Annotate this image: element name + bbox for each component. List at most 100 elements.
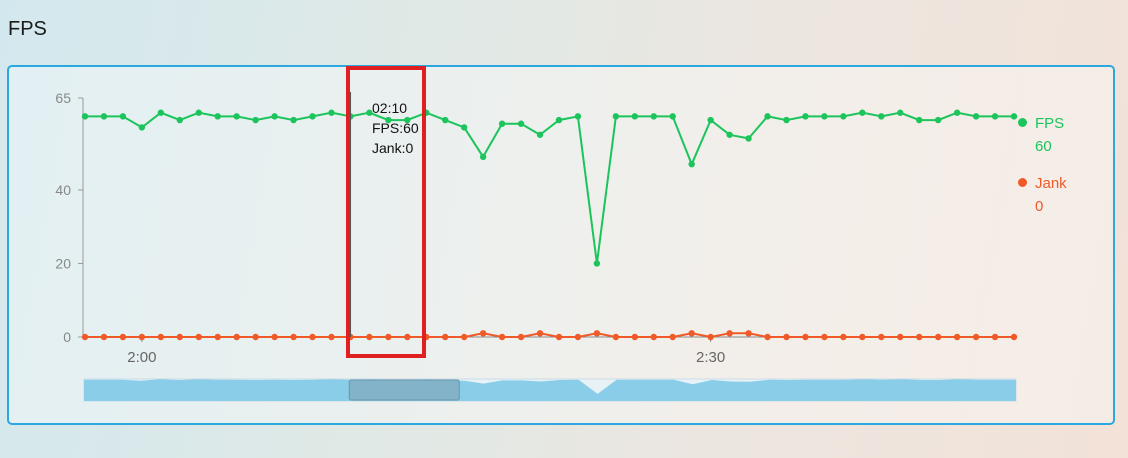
point-jank: [593, 330, 601, 337]
point-fps: [593, 260, 601, 267]
legend-label-jank: Jank: [1035, 175, 1067, 192]
point-jank: [650, 333, 657, 341]
point-jank: [878, 333, 885, 341]
point-fps: [176, 116, 183, 124]
series-jank: [81, 330, 1018, 341]
point-fps: [328, 109, 335, 116]
point-jank: [100, 333, 108, 341]
y-tick-label: 0: [63, 329, 71, 345]
point-jank: [745, 330, 752, 337]
point-jank: [821, 333, 828, 341]
point-fps: [157, 109, 165, 116]
point-jank: [138, 333, 146, 341]
point-jank: [555, 333, 563, 341]
point-jank: [783, 333, 790, 341]
point-jank: [934, 333, 942, 341]
point-jank: [840, 333, 847, 341]
point-fps: [460, 124, 468, 131]
point-fps: [309, 113, 316, 120]
point-fps: [726, 131, 733, 138]
point-jank: [631, 333, 639, 341]
point-jank: [81, 333, 89, 341]
point-fps: [897, 109, 904, 116]
point-fps: [271, 113, 278, 120]
point-fps: [498, 120, 506, 127]
point-fps: [233, 113, 240, 120]
point-fps: [81, 113, 89, 120]
point-fps: [195, 109, 202, 116]
point-jank: [707, 333, 714, 341]
point-fps: [252, 116, 259, 124]
point-fps: [385, 116, 392, 124]
point-jank: [214, 333, 221, 341]
point-jank: [688, 330, 695, 337]
point-jank: [309, 333, 316, 341]
point-fps: [517, 120, 525, 127]
point-fps: [631, 113, 639, 120]
point-fps: [138, 124, 146, 131]
point-jank: [916, 333, 923, 341]
y-tick-label: 40: [55, 182, 71, 198]
point-jank: [328, 333, 335, 341]
highlight-box: [346, 66, 426, 358]
y-tick-label: 65: [55, 90, 71, 106]
point-fps: [100, 113, 108, 120]
point-jank: [972, 333, 980, 341]
chart-panel: [7, 65, 1115, 425]
legend-label-fps: FPS: [1035, 115, 1065, 132]
legend-item-jank[interactable]: Jank 0: [1018, 172, 1067, 218]
point-fps: [953, 109, 961, 116]
point-jank: [991, 333, 999, 341]
point-jank: [479, 330, 487, 337]
legend-item-fps[interactable]: FPS 60: [1018, 112, 1064, 158]
tooltip-fps: FPS:60: [372, 120, 419, 136]
point-jank: [176, 333, 183, 341]
zoom-slider: [83, 378, 1017, 402]
page-title: FPS: [8, 18, 47, 40]
point-fps: [1010, 113, 1018, 120]
point-jank: [366, 333, 373, 341]
point-fps: [404, 116, 411, 124]
point-jank: [252, 333, 259, 341]
point-jank: [859, 333, 866, 341]
point-jank: [517, 333, 525, 341]
point-fps: [707, 116, 714, 124]
point-jank: [802, 333, 809, 341]
point-jank: [157, 333, 165, 341]
x-tick-label: 2:30: [696, 349, 725, 366]
point-jank: [385, 333, 392, 341]
point-jank: [726, 330, 733, 337]
point-fps: [764, 113, 771, 120]
point-jank: [404, 333, 411, 341]
point-jank: [460, 333, 468, 341]
point-jank: [574, 333, 582, 341]
tooltip: 02:10 FPS:60 Jank:0: [372, 98, 419, 158]
legend-value-jank: 0: [1035, 198, 1044, 215]
point-jank: [669, 333, 676, 341]
legend-value-fps: 60: [1035, 138, 1052, 155]
point-jank: [1010, 333, 1018, 341]
point-fps: [991, 113, 999, 120]
point-fps: [840, 113, 847, 120]
point-fps: [669, 113, 676, 120]
point-fps: [479, 153, 487, 161]
point-fps: [119, 113, 127, 120]
point-fps: [366, 109, 373, 116]
point-fps: [442, 116, 449, 124]
tooltip-time: 02:10: [372, 100, 408, 116]
series-fps: [81, 109, 1018, 267]
point-fps: [972, 113, 980, 120]
point-fps: [290, 116, 297, 124]
point-jank: [612, 333, 620, 341]
point-fps: [916, 116, 923, 124]
point-jank: [536, 330, 544, 337]
point-jank: [195, 333, 202, 341]
legend-dot-jank-icon: [1018, 178, 1027, 187]
point-fps: [574, 113, 582, 120]
line-fps: [85, 111, 1014, 264]
point-fps: [783, 116, 790, 124]
tooltip-jank: Jank:0: [372, 140, 414, 156]
point-jank: [290, 333, 297, 341]
zoom-area: [84, 379, 1016, 401]
